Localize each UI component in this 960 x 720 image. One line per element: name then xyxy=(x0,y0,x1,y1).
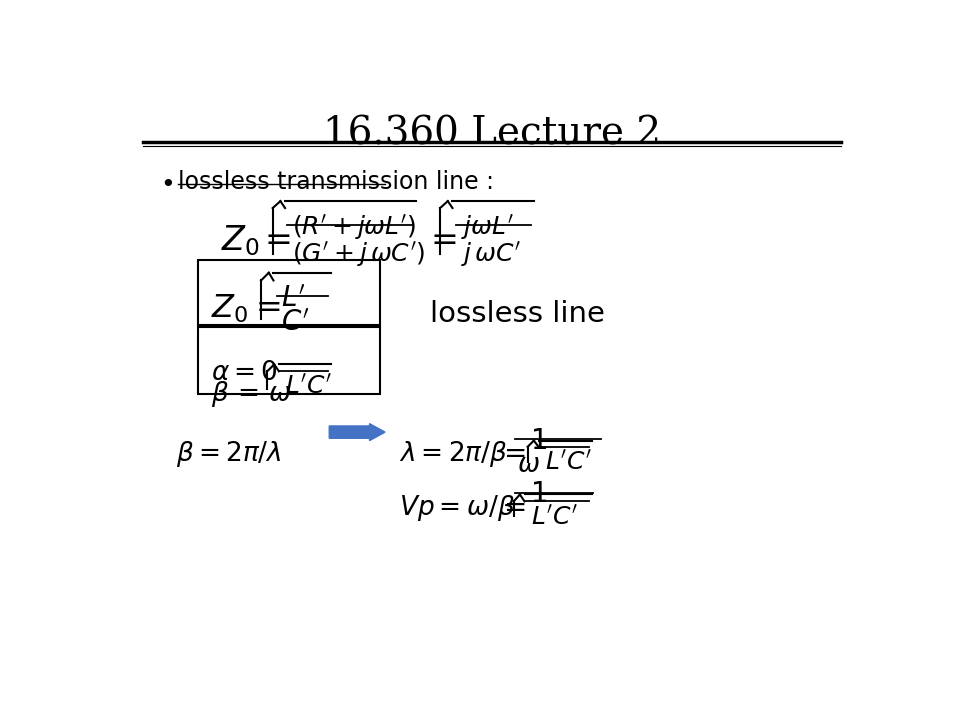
Bar xyxy=(198,260,379,325)
Text: $L'C'$: $L'C'$ xyxy=(285,375,332,399)
Text: $\beta\,=\,\omega$: $\beta\,=\,\omega$ xyxy=(211,379,292,409)
Text: $=$: $=$ xyxy=(423,223,457,256)
Text: $=$: $=$ xyxy=(258,223,291,256)
Text: $Vp = \omega/\beta$: $Vp = \omega/\beta$ xyxy=(399,493,516,523)
Text: $\alpha = 0$: $\alpha = 0$ xyxy=(211,360,278,384)
Text: $L'$: $L'$ xyxy=(281,285,306,312)
Text: $Z_0=$: $Z_0=$ xyxy=(211,293,281,325)
Text: $\lambda = 2\pi/\beta$: $\lambda = 2\pi/\beta$ xyxy=(399,439,508,469)
Text: lossless line: lossless line xyxy=(430,300,605,328)
Text: $L'C'$: $L'C'$ xyxy=(531,506,578,530)
Text: $j\omega L'$: $j\omega L'$ xyxy=(461,213,514,243)
Text: lossless transmission line :: lossless transmission line : xyxy=(179,169,494,194)
Text: $=$: $=$ xyxy=(498,493,526,520)
Text: •: • xyxy=(160,173,175,197)
Bar xyxy=(198,327,379,395)
Text: $L'C'$: $L'C'$ xyxy=(544,451,591,474)
Text: $=$: $=$ xyxy=(498,439,526,466)
Text: $(G'+j\,\omega C')$: $(G'+j\,\omega C')$ xyxy=(292,240,425,269)
Text: $Z_0$: $Z_0$ xyxy=(221,223,259,258)
Text: $\omega$: $\omega$ xyxy=(516,452,540,477)
Text: $1$: $1$ xyxy=(530,428,547,454)
Text: $\beta = 2\pi/\lambda$: $\beta = 2\pi/\lambda$ xyxy=(176,439,281,469)
Text: $(R' + j\omega L')$: $(R' + j\omega L')$ xyxy=(292,213,416,243)
Text: $1$: $1$ xyxy=(530,482,547,508)
Text: $C'$: $C'$ xyxy=(281,310,310,337)
Text: 16.360 Lecture 2: 16.360 Lecture 2 xyxy=(323,116,661,153)
FancyArrow shape xyxy=(329,423,385,441)
Text: $j\,\omega C'$: $j\,\omega C'$ xyxy=(461,240,521,269)
